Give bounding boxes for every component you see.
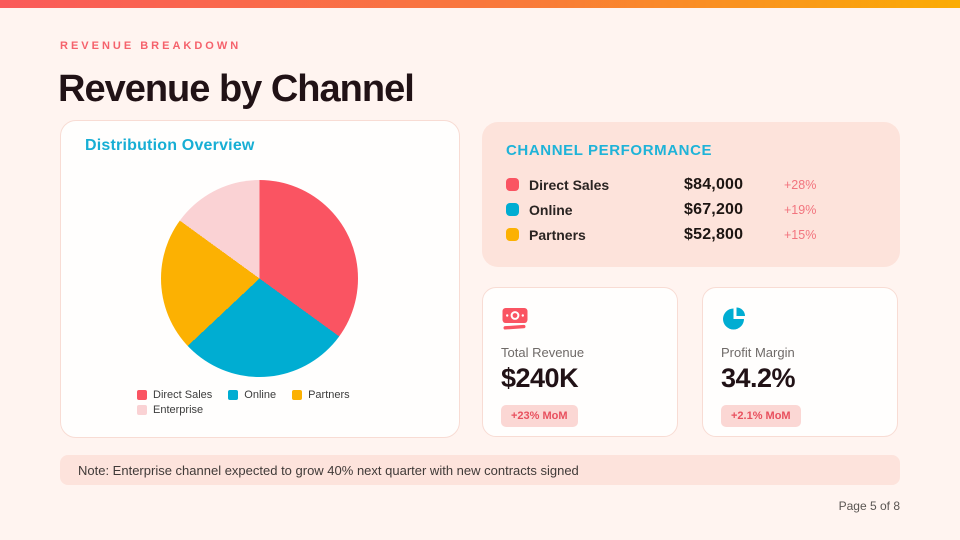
row-change: +19% [784, 202, 817, 217]
legend-label: Direct Sales [153, 389, 213, 401]
stat-card-total-revenue: Total Revenue $240K +23% MoM [482, 287, 678, 437]
row-swatch-partners [506, 228, 519, 241]
page-title: Revenue by Channel [58, 68, 415, 110]
accent-gradient-bar [0, 0, 960, 8]
note-text: Note: Enterprise channel expected to gro… [78, 462, 579, 478]
legend-item: Direct Sales [137, 389, 212, 401]
page-indicator: Page 5 of 8 [838, 499, 900, 513]
table-row: Online $67,200 +19% [506, 197, 876, 222]
channel-performance-card: CHANNEL PERFORMANCE Direct Sales $84,000… [482, 122, 900, 267]
legend-label: Enterprise [153, 404, 204, 416]
stat-label: Profit Margin [721, 345, 795, 360]
legend-label: Partners [308, 389, 350, 401]
stat-value: 34.2% [721, 363, 796, 393]
legend-item: Enterprise [137, 404, 203, 416]
pie-chart-icon [723, 307, 745, 330]
row-value: $52,800 [684, 225, 744, 243]
row-label: Direct Sales [529, 176, 610, 193]
table-row: Direct Sales $84,000 +28% [506, 172, 876, 197]
row-label: Online [529, 201, 573, 218]
legend-swatch-partners [292, 390, 303, 400]
eyebrow-label: REVENUE BREAKDOWN [60, 40, 242, 52]
legend-label: Online [244, 389, 277, 401]
legend-item: Online [228, 389, 276, 401]
stat-card-profit-margin: Profit Margin 34.2% +2.1% MoM [702, 287, 898, 437]
pie-chart [161, 180, 358, 377]
stat-label: Total Revenue [501, 345, 585, 360]
legend-swatch-direct-sales [137, 390, 147, 400]
row-change: +15% [784, 227, 817, 242]
legend-swatch-online [228, 390, 239, 400]
row-change: +28% [784, 177, 817, 192]
stat-badge: +2.1% MoM [721, 405, 801, 427]
channel-performance-title: CHANNEL PERFORMANCE [506, 142, 713, 159]
table-row: Partners $52,800 +15% [506, 222, 876, 247]
legend-item: Partners [292, 389, 350, 401]
stat-badge: +23% MoM [501, 405, 578, 427]
row-value: $67,200 [684, 200, 744, 218]
note-bar: Note: Enterprise channel expected to gro… [60, 455, 900, 485]
row-swatch-direct-sales [506, 178, 519, 191]
row-swatch-online [506, 203, 519, 216]
legend-swatch-enterprise [137, 405, 147, 415]
row-label: Partners [529, 226, 586, 243]
pie-legend: Direct Sales Online Partners Enterprise [137, 389, 372, 416]
stat-value: $240K [501, 363, 579, 393]
row-value: $84,000 [684, 175, 744, 193]
banknote-icon [502, 308, 528, 330]
distribution-card: Distribution Overview Direct Sales Onlin… [60, 120, 460, 438]
distribution-card-title: Distribution Overview [85, 137, 255, 154]
